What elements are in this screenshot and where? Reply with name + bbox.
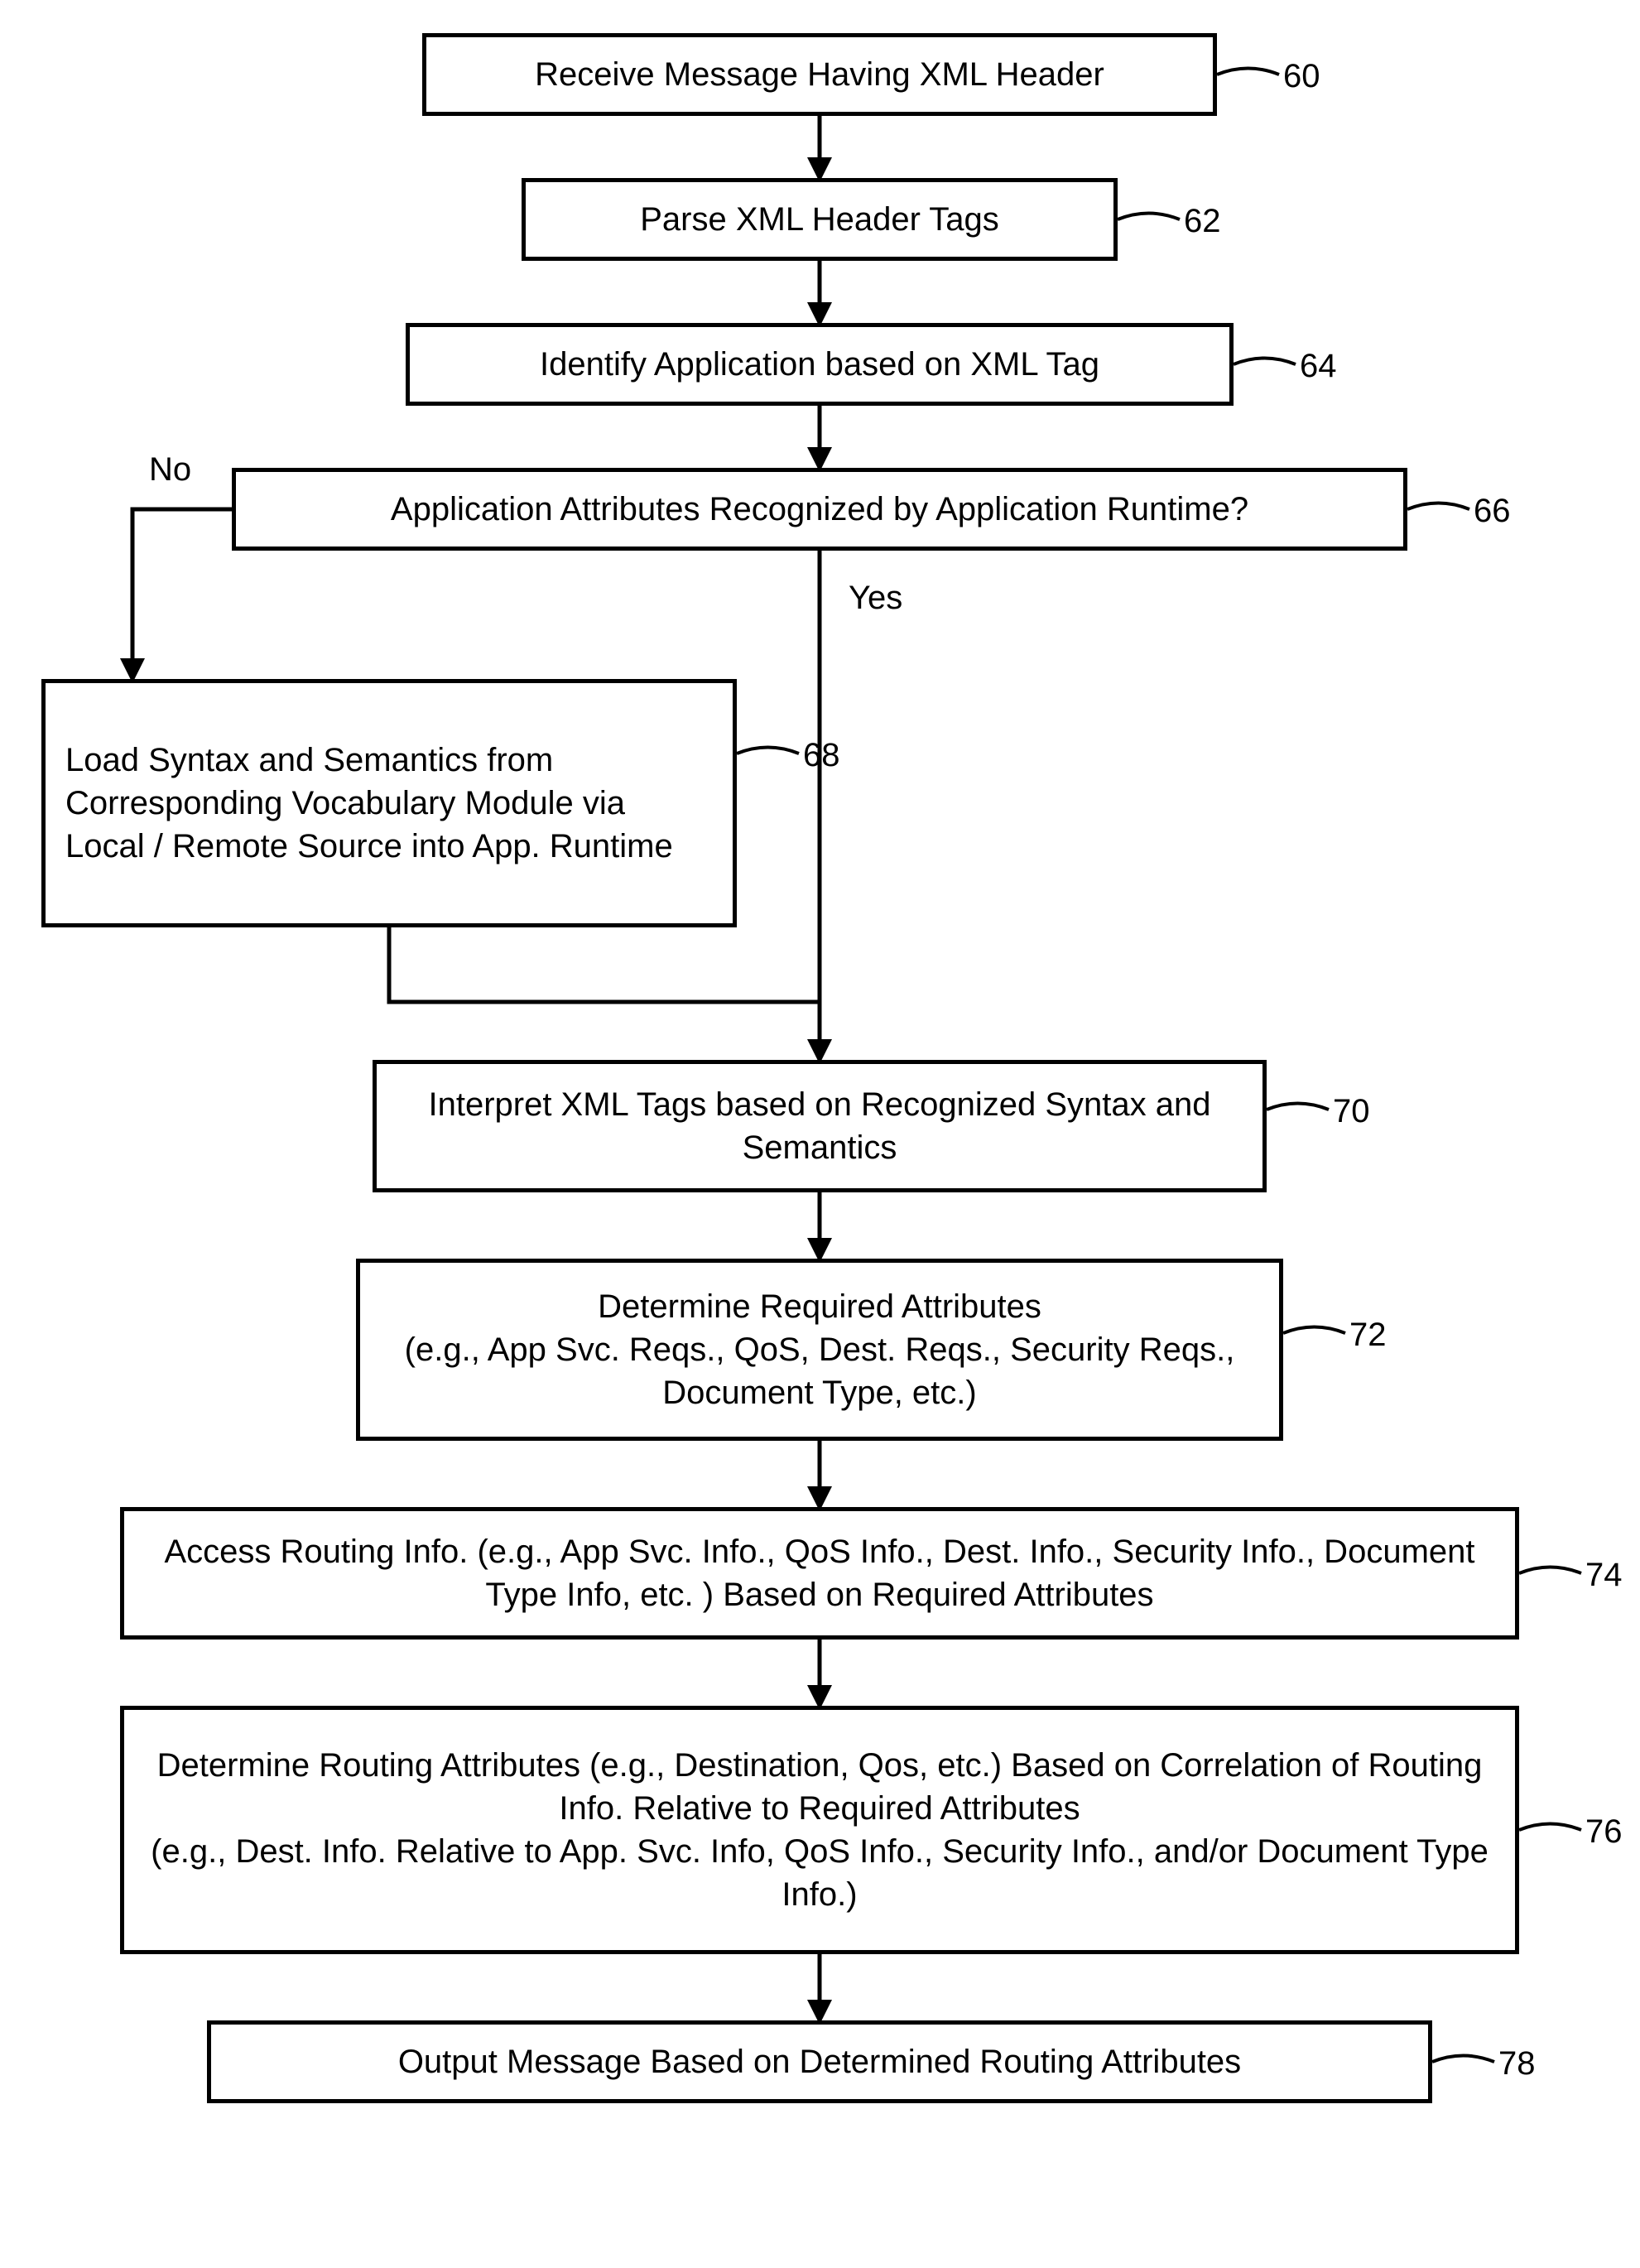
edge-label: No bbox=[149, 451, 191, 489]
node-text: Load Syntax and Semantics from Correspon… bbox=[65, 739, 713, 868]
ref-label-74: 74 bbox=[1585, 1557, 1623, 1594]
flowchart-node-n60: Receive Message Having XML Header bbox=[422, 33, 1217, 116]
flowchart-node-n70: Interpret XML Tags based on Recognized S… bbox=[373, 1060, 1267, 1192]
node-text: Determine Required Attributes (e.g., App… bbox=[380, 1285, 1259, 1414]
node-text: Output Message Based on Determined Routi… bbox=[398, 2040, 1241, 2083]
ref-label-78: 78 bbox=[1498, 2045, 1536, 2083]
flowchart-node-n68: Load Syntax and Semantics from Correspon… bbox=[41, 679, 737, 927]
node-text: Identify Application based on XML Tag bbox=[540, 343, 1099, 386]
flowchart-node-n64: Identify Application based on XML Tag bbox=[406, 323, 1234, 406]
node-text: Access Routing Info. (e.g., App Svc. Inf… bbox=[144, 1530, 1495, 1616]
ref-label-64: 64 bbox=[1300, 348, 1337, 385]
node-text: Application Attributes Recognized by App… bbox=[391, 488, 1248, 531]
node-text: Interpret XML Tags based on Recognized S… bbox=[397, 1083, 1243, 1169]
flowchart-node-n78: Output Message Based on Determined Routi… bbox=[207, 2020, 1432, 2103]
ref-label-70: 70 bbox=[1333, 1093, 1370, 1130]
flowchart-node-n74: Access Routing Info. (e.g., App Svc. Inf… bbox=[120, 1507, 1519, 1640]
ref-label-60: 60 bbox=[1283, 58, 1320, 95]
ref-label-68: 68 bbox=[803, 737, 840, 774]
node-text: Determine Routing Attributes (e.g., Dest… bbox=[144, 1744, 1495, 1916]
flowchart-node-n66: Application Attributes Recognized by App… bbox=[232, 468, 1407, 551]
ref-label-76: 76 bbox=[1585, 1813, 1623, 1851]
node-text: Parse XML Header Tags bbox=[640, 198, 999, 241]
node-text: Receive Message Having XML Header bbox=[535, 53, 1104, 96]
edge-label: Yes bbox=[849, 580, 902, 617]
flowchart-node-n62: Parse XML Header Tags bbox=[522, 178, 1118, 261]
flowchart-node-n72: Determine Required Attributes (e.g., App… bbox=[356, 1259, 1283, 1441]
ref-label-66: 66 bbox=[1474, 493, 1511, 530]
ref-label-62: 62 bbox=[1184, 203, 1221, 240]
flowchart-node-n76: Determine Routing Attributes (e.g., Dest… bbox=[120, 1706, 1519, 1954]
ref-label-72: 72 bbox=[1349, 1317, 1387, 1354]
